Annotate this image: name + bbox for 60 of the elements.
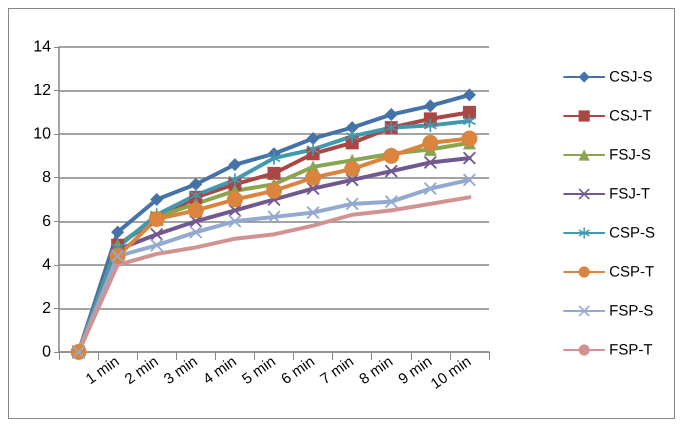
y-tick-label: 4 xyxy=(42,256,52,274)
point xyxy=(268,166,280,180)
point xyxy=(306,206,320,220)
point xyxy=(346,130,359,143)
point xyxy=(424,118,437,132)
x-tick-label: 5 min xyxy=(239,353,279,388)
point xyxy=(189,226,202,239)
x-tick-label: 3 min xyxy=(160,353,201,388)
x-tick-label: 4 min xyxy=(200,353,240,388)
x-tick-label: 2 min xyxy=(122,353,162,388)
point xyxy=(462,173,476,186)
point xyxy=(344,161,360,177)
point xyxy=(462,114,476,128)
point xyxy=(228,158,242,172)
point xyxy=(422,134,438,151)
point xyxy=(268,152,280,165)
point xyxy=(266,182,282,199)
y-tick-label: 2 xyxy=(42,300,52,317)
point xyxy=(306,132,320,145)
legend-label: CSP-S xyxy=(609,224,655,242)
point xyxy=(228,214,242,228)
point xyxy=(188,202,204,218)
legend-label: FSP-S xyxy=(609,302,654,320)
legend-label: FSP-T xyxy=(609,342,652,358)
point xyxy=(268,210,280,224)
point xyxy=(150,238,164,252)
legend-label: CSJ-S xyxy=(609,68,652,86)
y-tick-label: 0 xyxy=(42,344,52,360)
point xyxy=(462,152,476,165)
point xyxy=(226,192,243,208)
point xyxy=(111,226,124,239)
y-tick-label: 14 xyxy=(33,38,52,56)
legend-label: FSJ-T xyxy=(609,186,650,202)
x-tick-label: 8 min xyxy=(356,353,396,388)
point xyxy=(346,121,359,134)
y-tick-label: 8 xyxy=(42,169,52,186)
point xyxy=(306,142,320,156)
point xyxy=(346,197,359,210)
x-tick-label: 6 min xyxy=(278,353,318,388)
point xyxy=(462,88,476,102)
point xyxy=(150,193,164,206)
legend-label: CSP-T xyxy=(609,264,654,280)
legend-label: FSJ-S xyxy=(609,146,651,164)
point xyxy=(383,148,400,164)
point xyxy=(384,164,398,178)
point xyxy=(461,130,478,146)
y-tick-label: 12 xyxy=(33,82,52,100)
point xyxy=(424,156,437,169)
point xyxy=(384,108,398,122)
y-tick-label: 6 xyxy=(42,212,52,230)
y-tick-label: 10 xyxy=(33,126,52,143)
point xyxy=(384,195,398,208)
point xyxy=(305,170,322,186)
legend-label: CSJ-T xyxy=(609,108,652,124)
point xyxy=(228,173,242,186)
x-tick-label: 1 min xyxy=(82,353,123,388)
point xyxy=(189,178,202,191)
x-tick-label: 7 min xyxy=(317,353,358,388)
point xyxy=(424,99,437,112)
point xyxy=(424,182,437,196)
